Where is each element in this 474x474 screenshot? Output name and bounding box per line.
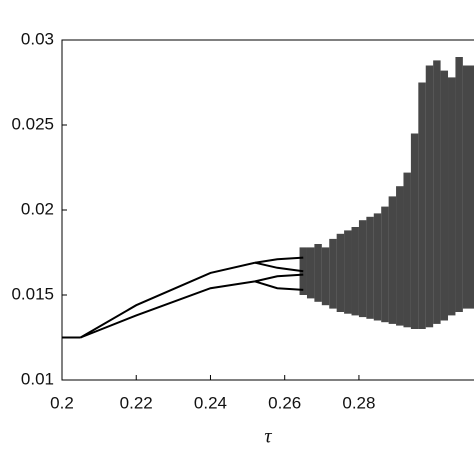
chaotic-band xyxy=(336,233,345,312)
branch-line xyxy=(254,280,304,291)
chaotic-band xyxy=(448,77,456,316)
branch-line xyxy=(254,261,304,273)
chaotic-band xyxy=(462,65,474,309)
x-tick-label: 0.22 xyxy=(120,393,153,412)
chaotic-band xyxy=(440,70,449,321)
branch-line xyxy=(80,280,256,339)
x-tick-label: 0.26 xyxy=(268,393,301,412)
chaotic-band xyxy=(321,247,330,306)
x-tick-label: 0.28 xyxy=(342,393,375,412)
chaotic-band xyxy=(425,65,434,328)
chaotic-band xyxy=(358,220,367,318)
chaotic-band xyxy=(351,227,359,316)
chaotic-band xyxy=(329,238,337,309)
y-tick-label: 0.025 xyxy=(11,114,54,133)
chaotic-band xyxy=(410,133,419,329)
branch-line xyxy=(80,261,256,339)
chaotic-band xyxy=(396,186,404,326)
y-tick-label: 0.02 xyxy=(21,199,54,218)
chaotic-band xyxy=(314,244,322,302)
branch-line xyxy=(254,256,304,264)
chaotic-band xyxy=(455,57,463,312)
chaotic-band xyxy=(299,247,307,295)
y-tick-label: 0.01 xyxy=(21,369,54,388)
branch-line xyxy=(254,273,304,283)
chaotic-band xyxy=(418,82,426,329)
x-axis-label: τ xyxy=(264,426,272,448)
y-tick-label: 0.03 xyxy=(21,29,54,48)
chaotic-band xyxy=(433,60,441,324)
y-tick-label: 0.015 xyxy=(11,284,54,303)
chaotic-band xyxy=(373,213,382,321)
chaotic-band xyxy=(306,247,315,299)
x-tick-label: 0.2 xyxy=(50,393,74,412)
chaotic-band xyxy=(366,216,374,319)
x-tick-label: 0.24 xyxy=(194,393,227,412)
chaotic-band xyxy=(403,172,411,328)
chaotic-band xyxy=(381,206,389,323)
chaotic-band xyxy=(388,196,397,324)
chaotic-band xyxy=(344,230,352,314)
